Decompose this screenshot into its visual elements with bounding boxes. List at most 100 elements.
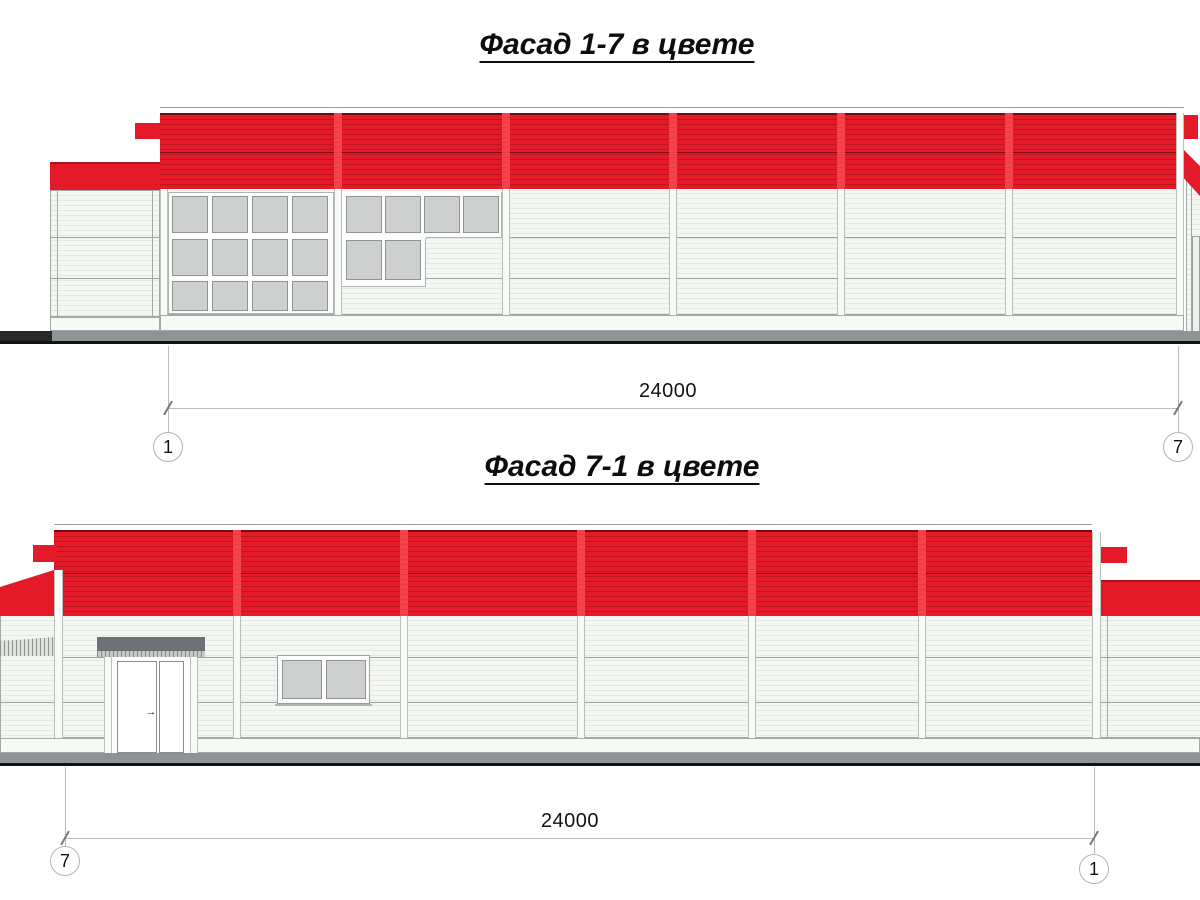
wall-pilaster bbox=[577, 616, 585, 738]
window-pane bbox=[385, 196, 421, 233]
side-wall-edge-line bbox=[1191, 180, 1192, 332]
parapet-pilaster bbox=[837, 113, 845, 189]
roof-tab-right bbox=[1101, 547, 1127, 563]
extension-line bbox=[1178, 346, 1179, 432]
glazing-edge bbox=[426, 237, 502, 238]
door-swing-arrow-icon: → bbox=[145, 706, 157, 718]
entrance-door-leaf bbox=[117, 661, 157, 753]
parapet-pilaster bbox=[400, 530, 408, 616]
window-pane bbox=[212, 239, 248, 276]
window-pane bbox=[424, 196, 460, 233]
side-wall-window bbox=[1192, 236, 1200, 332]
plinth bbox=[160, 315, 1184, 331]
window-sill-line bbox=[275, 704, 372, 706]
axis-bubble: 7 bbox=[50, 846, 80, 876]
parapet-pilaster bbox=[669, 113, 677, 189]
extension-line bbox=[168, 346, 169, 432]
ground-line bbox=[0, 763, 1200, 766]
wing-edge-line bbox=[57, 190, 58, 317]
wall-pilaster bbox=[669, 189, 677, 315]
wall-pilaster bbox=[837, 189, 845, 315]
corner-post bbox=[160, 189, 168, 315]
wing-wall-left bbox=[50, 190, 160, 317]
wall-pilaster bbox=[1005, 189, 1013, 315]
dimension-line bbox=[168, 408, 1178, 409]
corner-post bbox=[54, 570, 63, 738]
parapet-divider-line bbox=[54, 573, 1092, 574]
entrance-canopy-fascia bbox=[97, 651, 205, 657]
window-pane bbox=[326, 660, 366, 699]
parapet-coping-line bbox=[54, 524, 1092, 525]
entrance-canopy bbox=[97, 637, 205, 653]
ground-strip bbox=[0, 753, 1200, 763]
parapet-coping-line bbox=[160, 107, 1184, 108]
roof-tab-right bbox=[1184, 115, 1198, 139]
leanto-canopy bbox=[0, 637, 54, 656]
axis-bubble: 1 bbox=[1079, 854, 1109, 884]
leanto-wall bbox=[0, 616, 54, 738]
window-pane bbox=[252, 281, 288, 311]
ground-strip-dark bbox=[0, 331, 52, 344]
window-pane bbox=[252, 196, 288, 233]
wall-joint-line bbox=[50, 278, 160, 279]
glazing-edge bbox=[342, 286, 426, 287]
wall-joint-line bbox=[0, 702, 54, 703]
corner-post bbox=[1176, 113, 1184, 315]
wall-joint-line bbox=[1101, 702, 1200, 703]
wing-red-fascia-left bbox=[50, 162, 160, 190]
wall-pilaster bbox=[918, 616, 926, 738]
wall-pilaster bbox=[502, 189, 510, 315]
window-pane bbox=[172, 281, 208, 311]
wall-joint-line bbox=[50, 237, 160, 238]
parapet-pilaster bbox=[577, 530, 585, 616]
window-pane bbox=[292, 239, 328, 276]
parapet-pilaster bbox=[502, 113, 510, 189]
wing-red-fascia-right bbox=[1101, 580, 1200, 616]
entrance-door-leaf bbox=[159, 661, 184, 753]
facade-7-1-title: Фасад 7-1 в цвете bbox=[484, 450, 760, 483]
window-pane bbox=[172, 239, 208, 276]
dimension-label: 24000 bbox=[540, 810, 600, 832]
wall-pilaster bbox=[334, 189, 342, 315]
window-pane bbox=[346, 240, 382, 280]
window-pane bbox=[292, 281, 328, 311]
window-pane bbox=[252, 239, 288, 276]
wall-pilaster bbox=[748, 616, 756, 738]
wing-edge-line bbox=[1107, 616, 1108, 738]
window-pane bbox=[212, 196, 248, 233]
parapet-pilaster bbox=[233, 530, 241, 616]
window-pane bbox=[282, 660, 322, 699]
extension-line bbox=[1094, 767, 1095, 854]
axis-bubble: 1 bbox=[153, 432, 183, 462]
roof-tab-left bbox=[135, 123, 160, 139]
sloped-roof-edge-left bbox=[0, 570, 54, 616]
wall-pilaster bbox=[233, 616, 241, 738]
wing-edge-line bbox=[152, 190, 153, 317]
portal-post bbox=[104, 657, 112, 753]
axis-bubble: 7 bbox=[1163, 432, 1193, 462]
dimension-label: 24000 bbox=[638, 380, 698, 402]
wall-joint-line bbox=[1101, 657, 1200, 658]
wing-plinth bbox=[50, 317, 160, 331]
window-pane bbox=[172, 196, 208, 233]
parapet-pilaster bbox=[918, 530, 926, 616]
parapet-pilaster bbox=[334, 113, 342, 189]
extension-line bbox=[65, 767, 66, 846]
dimension-line bbox=[65, 838, 1094, 839]
portal-post bbox=[190, 657, 198, 753]
glazing-edge bbox=[501, 192, 502, 238]
roof-tab-left bbox=[33, 545, 57, 562]
window-pane bbox=[463, 196, 499, 233]
window-pane bbox=[346, 196, 382, 233]
window-pane bbox=[212, 281, 248, 311]
window-pane bbox=[292, 196, 328, 233]
ground-line bbox=[0, 341, 1200, 344]
glazing-edge bbox=[425, 238, 426, 287]
window-pane bbox=[385, 240, 421, 280]
parapet-pilaster bbox=[1005, 113, 1013, 189]
wall-pilaster bbox=[400, 616, 408, 738]
parapet-pilaster bbox=[748, 530, 756, 616]
corner-post bbox=[1092, 532, 1101, 738]
facade-1-7-title: Фасад 1-7 в цвете bbox=[479, 28, 755, 61]
